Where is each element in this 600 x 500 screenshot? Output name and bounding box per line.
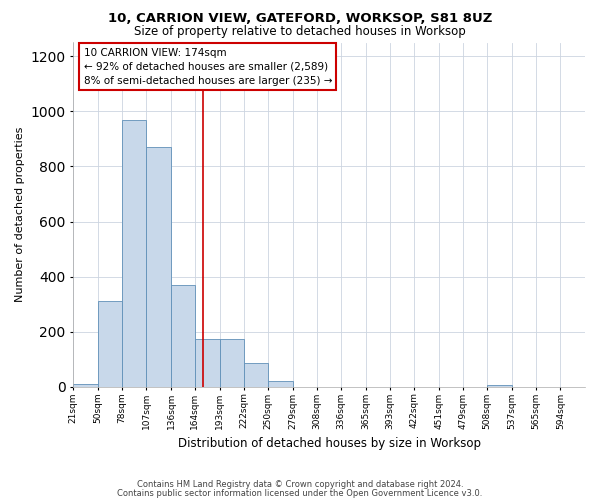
Text: Size of property relative to detached houses in Worksop: Size of property relative to detached ho…	[134, 25, 466, 38]
Bar	[220, 338, 244, 386]
Text: Contains HM Land Registry data © Crown copyright and database right 2024.: Contains HM Land Registry data © Crown c…	[137, 480, 463, 489]
Bar	[122, 120, 146, 386]
Bar	[268, 380, 293, 386]
Bar	[171, 285, 195, 386]
Text: Contains public sector information licensed under the Open Government Licence v3: Contains public sector information licen…	[118, 488, 482, 498]
Bar	[73, 384, 98, 386]
Bar	[98, 302, 122, 386]
X-axis label: Distribution of detached houses by size in Worksop: Distribution of detached houses by size …	[178, 437, 481, 450]
Bar	[146, 147, 171, 386]
Bar	[195, 338, 220, 386]
Y-axis label: Number of detached properties: Number of detached properties	[15, 127, 25, 302]
Text: 10, CARRION VIEW, GATEFORD, WORKSOP, S81 8UZ: 10, CARRION VIEW, GATEFORD, WORKSOP, S81…	[108, 12, 492, 26]
Bar	[244, 364, 268, 386]
Text: 10 CARRION VIEW: 174sqm
← 92% of detached houses are smaller (2,589)
8% of semi-: 10 CARRION VIEW: 174sqm ← 92% of detache…	[83, 48, 332, 86]
